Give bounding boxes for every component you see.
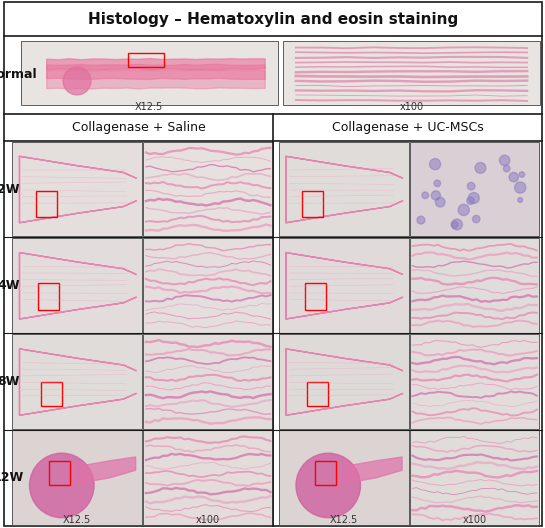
Circle shape xyxy=(475,163,486,173)
Circle shape xyxy=(458,204,469,215)
Bar xyxy=(13,334,142,429)
Bar xyxy=(21,42,277,105)
Bar xyxy=(305,284,325,310)
Circle shape xyxy=(29,453,94,518)
Text: Histology – Hematoxylin and eosin staining: Histology – Hematoxylin and eosin staini… xyxy=(88,12,458,26)
Bar xyxy=(283,42,540,105)
Circle shape xyxy=(467,197,474,204)
Circle shape xyxy=(417,216,425,224)
Bar xyxy=(307,382,328,406)
Bar xyxy=(279,238,409,333)
Circle shape xyxy=(468,182,475,190)
Bar xyxy=(39,284,59,310)
Text: x100: x100 xyxy=(463,515,487,525)
Circle shape xyxy=(431,191,440,200)
Circle shape xyxy=(518,197,523,202)
Bar xyxy=(41,382,62,406)
Bar xyxy=(49,461,70,485)
Circle shape xyxy=(519,172,525,177)
Text: X12.5: X12.5 xyxy=(135,102,163,112)
Bar xyxy=(13,430,142,525)
Circle shape xyxy=(63,67,91,95)
Circle shape xyxy=(451,221,458,228)
Bar xyxy=(143,142,273,237)
Bar xyxy=(143,238,273,333)
Bar xyxy=(36,191,57,218)
Text: X12.5: X12.5 xyxy=(330,515,358,525)
Text: 4W: 4W xyxy=(0,279,20,292)
Circle shape xyxy=(514,182,526,193)
Text: 12W: 12W xyxy=(0,472,24,484)
Text: x100: x100 xyxy=(399,102,423,112)
Circle shape xyxy=(435,197,445,207)
Circle shape xyxy=(504,165,510,172)
Text: Normal: Normal xyxy=(0,68,37,81)
Text: 2W: 2W xyxy=(0,183,20,195)
Circle shape xyxy=(499,155,510,166)
Bar xyxy=(13,238,142,333)
Circle shape xyxy=(468,193,479,203)
Bar xyxy=(279,334,409,429)
Polygon shape xyxy=(344,457,402,484)
Text: x100: x100 xyxy=(196,515,220,525)
Bar xyxy=(13,142,142,237)
Circle shape xyxy=(452,219,463,230)
Circle shape xyxy=(422,192,428,199)
Circle shape xyxy=(296,453,360,518)
Bar xyxy=(315,461,336,485)
Bar xyxy=(129,53,165,67)
Bar xyxy=(410,238,540,333)
Circle shape xyxy=(429,158,441,169)
Circle shape xyxy=(473,215,480,223)
Circle shape xyxy=(509,173,518,182)
Bar xyxy=(410,430,540,525)
Bar xyxy=(279,142,409,237)
Text: X12.5: X12.5 xyxy=(63,515,92,525)
Circle shape xyxy=(434,180,440,187)
Bar xyxy=(410,334,540,429)
Text: Collagenase + Saline: Collagenase + Saline xyxy=(71,121,205,134)
Text: 8W: 8W xyxy=(0,375,20,388)
Polygon shape xyxy=(77,457,136,484)
Bar xyxy=(410,142,540,237)
Bar xyxy=(143,430,273,525)
Text: Collagenase + UC-MSCs: Collagenase + UC-MSCs xyxy=(331,121,483,134)
Bar xyxy=(302,191,323,218)
Bar xyxy=(279,430,409,525)
Bar xyxy=(143,334,273,429)
